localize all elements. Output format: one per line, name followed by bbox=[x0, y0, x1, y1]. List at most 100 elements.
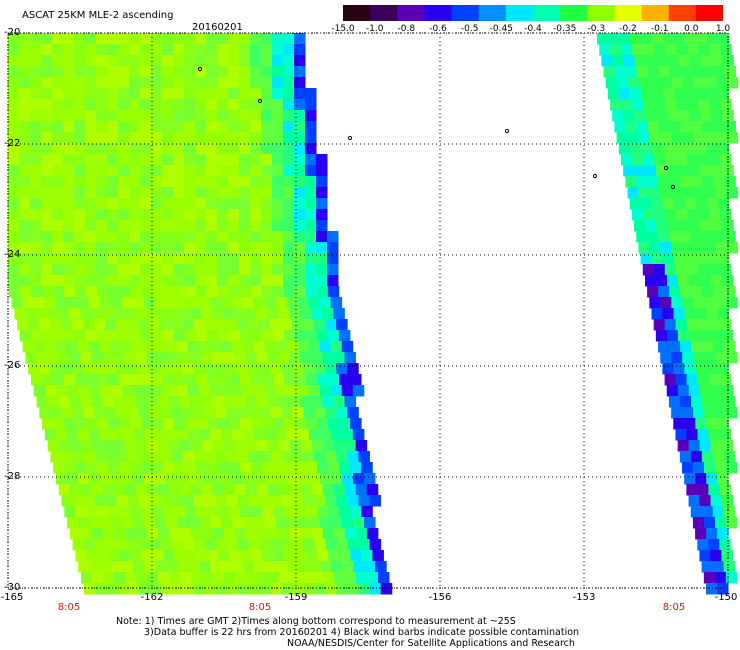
swath-cell bbox=[206, 242, 218, 254]
swath-cell bbox=[723, 451, 736, 463]
swath-cell bbox=[151, 231, 163, 243]
swath-cell bbox=[217, 110, 229, 122]
swath-cell bbox=[721, 495, 734, 507]
swath-cell bbox=[204, 583, 217, 595]
swath-cell bbox=[190, 308, 202, 320]
swath-cell bbox=[250, 77, 262, 89]
swath-cell bbox=[8, 77, 20, 89]
swath-cell bbox=[270, 583, 283, 595]
swath-cell bbox=[317, 506, 329, 518]
swath-cell bbox=[316, 286, 329, 298]
swath-cell bbox=[239, 88, 251, 100]
swath-cell bbox=[319, 473, 332, 485]
swath-cell bbox=[715, 352, 727, 364]
swath-cell bbox=[647, 121, 659, 133]
swath-cell bbox=[63, 275, 75, 287]
swath-cell bbox=[699, 330, 712, 342]
swath-cell bbox=[119, 462, 131, 474]
swath-cell bbox=[228, 110, 240, 122]
swath-cell bbox=[184, 264, 196, 276]
swath-cell bbox=[283, 77, 295, 89]
swath-cell bbox=[662, 308, 675, 320]
swath-cell bbox=[706, 528, 718, 540]
swath-cell bbox=[201, 352, 213, 364]
swath-cell bbox=[239, 176, 251, 188]
swath-cell bbox=[88, 297, 101, 309]
swath-cell bbox=[239, 198, 251, 210]
swath-cell bbox=[69, 396, 82, 408]
swath-cell bbox=[289, 308, 301, 320]
swath-cell bbox=[163, 374, 175, 386]
swath-cell bbox=[19, 88, 31, 100]
swath-cell bbox=[41, 231, 53, 243]
swath-cell bbox=[63, 286, 76, 298]
swath-cell bbox=[677, 330, 690, 342]
swath-cell bbox=[682, 462, 694, 474]
swath-cell bbox=[250, 66, 262, 78]
swath-cell bbox=[91, 528, 104, 540]
swath-cell bbox=[715, 407, 727, 419]
swath-cells bbox=[8, 33, 739, 595]
swath-cell bbox=[242, 385, 255, 397]
swath-cell bbox=[317, 374, 329, 386]
swath-cell bbox=[11, 297, 24, 309]
swath-cell bbox=[261, 77, 273, 89]
swath-cell bbox=[711, 165, 723, 177]
swath-cell bbox=[328, 462, 340, 474]
swath-cell bbox=[710, 550, 722, 562]
swath-cell bbox=[292, 363, 304, 375]
swath-cell bbox=[133, 561, 145, 573]
swath-cell bbox=[250, 275, 262, 287]
swath-cell bbox=[369, 495, 382, 507]
swath-cell bbox=[8, 99, 20, 111]
swath-cell bbox=[228, 264, 240, 276]
swath-cell bbox=[116, 583, 129, 595]
swath-cell bbox=[625, 176, 637, 188]
swath-cell bbox=[254, 561, 266, 573]
swath-cell bbox=[275, 473, 288, 485]
swath-cell bbox=[331, 561, 343, 573]
swath-cell bbox=[129, 143, 141, 155]
swath-cell bbox=[30, 253, 42, 265]
swath-cell bbox=[250, 187, 262, 199]
swath-cell bbox=[237, 319, 249, 331]
swath-cell bbox=[355, 484, 368, 496]
swath-cell bbox=[239, 209, 251, 221]
swath-cell bbox=[300, 308, 312, 320]
swath-cell bbox=[91, 352, 103, 364]
swath-cell bbox=[151, 198, 163, 210]
swath-cell bbox=[695, 418, 707, 430]
swath-cell bbox=[645, 220, 657, 232]
swath-cell bbox=[129, 264, 141, 276]
swath-cell bbox=[85, 275, 97, 287]
swath-cell bbox=[642, 209, 655, 221]
swath-cell bbox=[634, 110, 646, 122]
swath-cell bbox=[308, 297, 321, 309]
swath-cell bbox=[129, 55, 141, 67]
swath-cell bbox=[259, 363, 271, 375]
swath-cell bbox=[179, 572, 192, 584]
swath-cell bbox=[8, 198, 20, 210]
swath-cell bbox=[671, 352, 683, 364]
swath-cell bbox=[96, 88, 108, 100]
swath-cell bbox=[333, 440, 346, 452]
swath-cell bbox=[63, 330, 76, 342]
swath-cell bbox=[41, 198, 53, 210]
swath-cell bbox=[204, 539, 217, 551]
colorbar-tick-label: 1.0 bbox=[715, 24, 731, 34]
swath-cell bbox=[691, 66, 704, 78]
swath-cell bbox=[259, 583, 272, 595]
swath-cell bbox=[333, 528, 346, 540]
swath-cell bbox=[217, 165, 229, 177]
swath-cell bbox=[708, 264, 721, 276]
swath-cell bbox=[89, 561, 101, 573]
swath-cell bbox=[671, 407, 683, 419]
swath-cell bbox=[94, 539, 107, 551]
swath-cell bbox=[297, 473, 310, 485]
swath-cell bbox=[88, 429, 101, 441]
swath-cell bbox=[209, 341, 222, 353]
swath-cell bbox=[88, 385, 101, 397]
swath-cell bbox=[86, 374, 98, 386]
swath-cell bbox=[342, 561, 354, 573]
swath-cell bbox=[204, 319, 216, 331]
